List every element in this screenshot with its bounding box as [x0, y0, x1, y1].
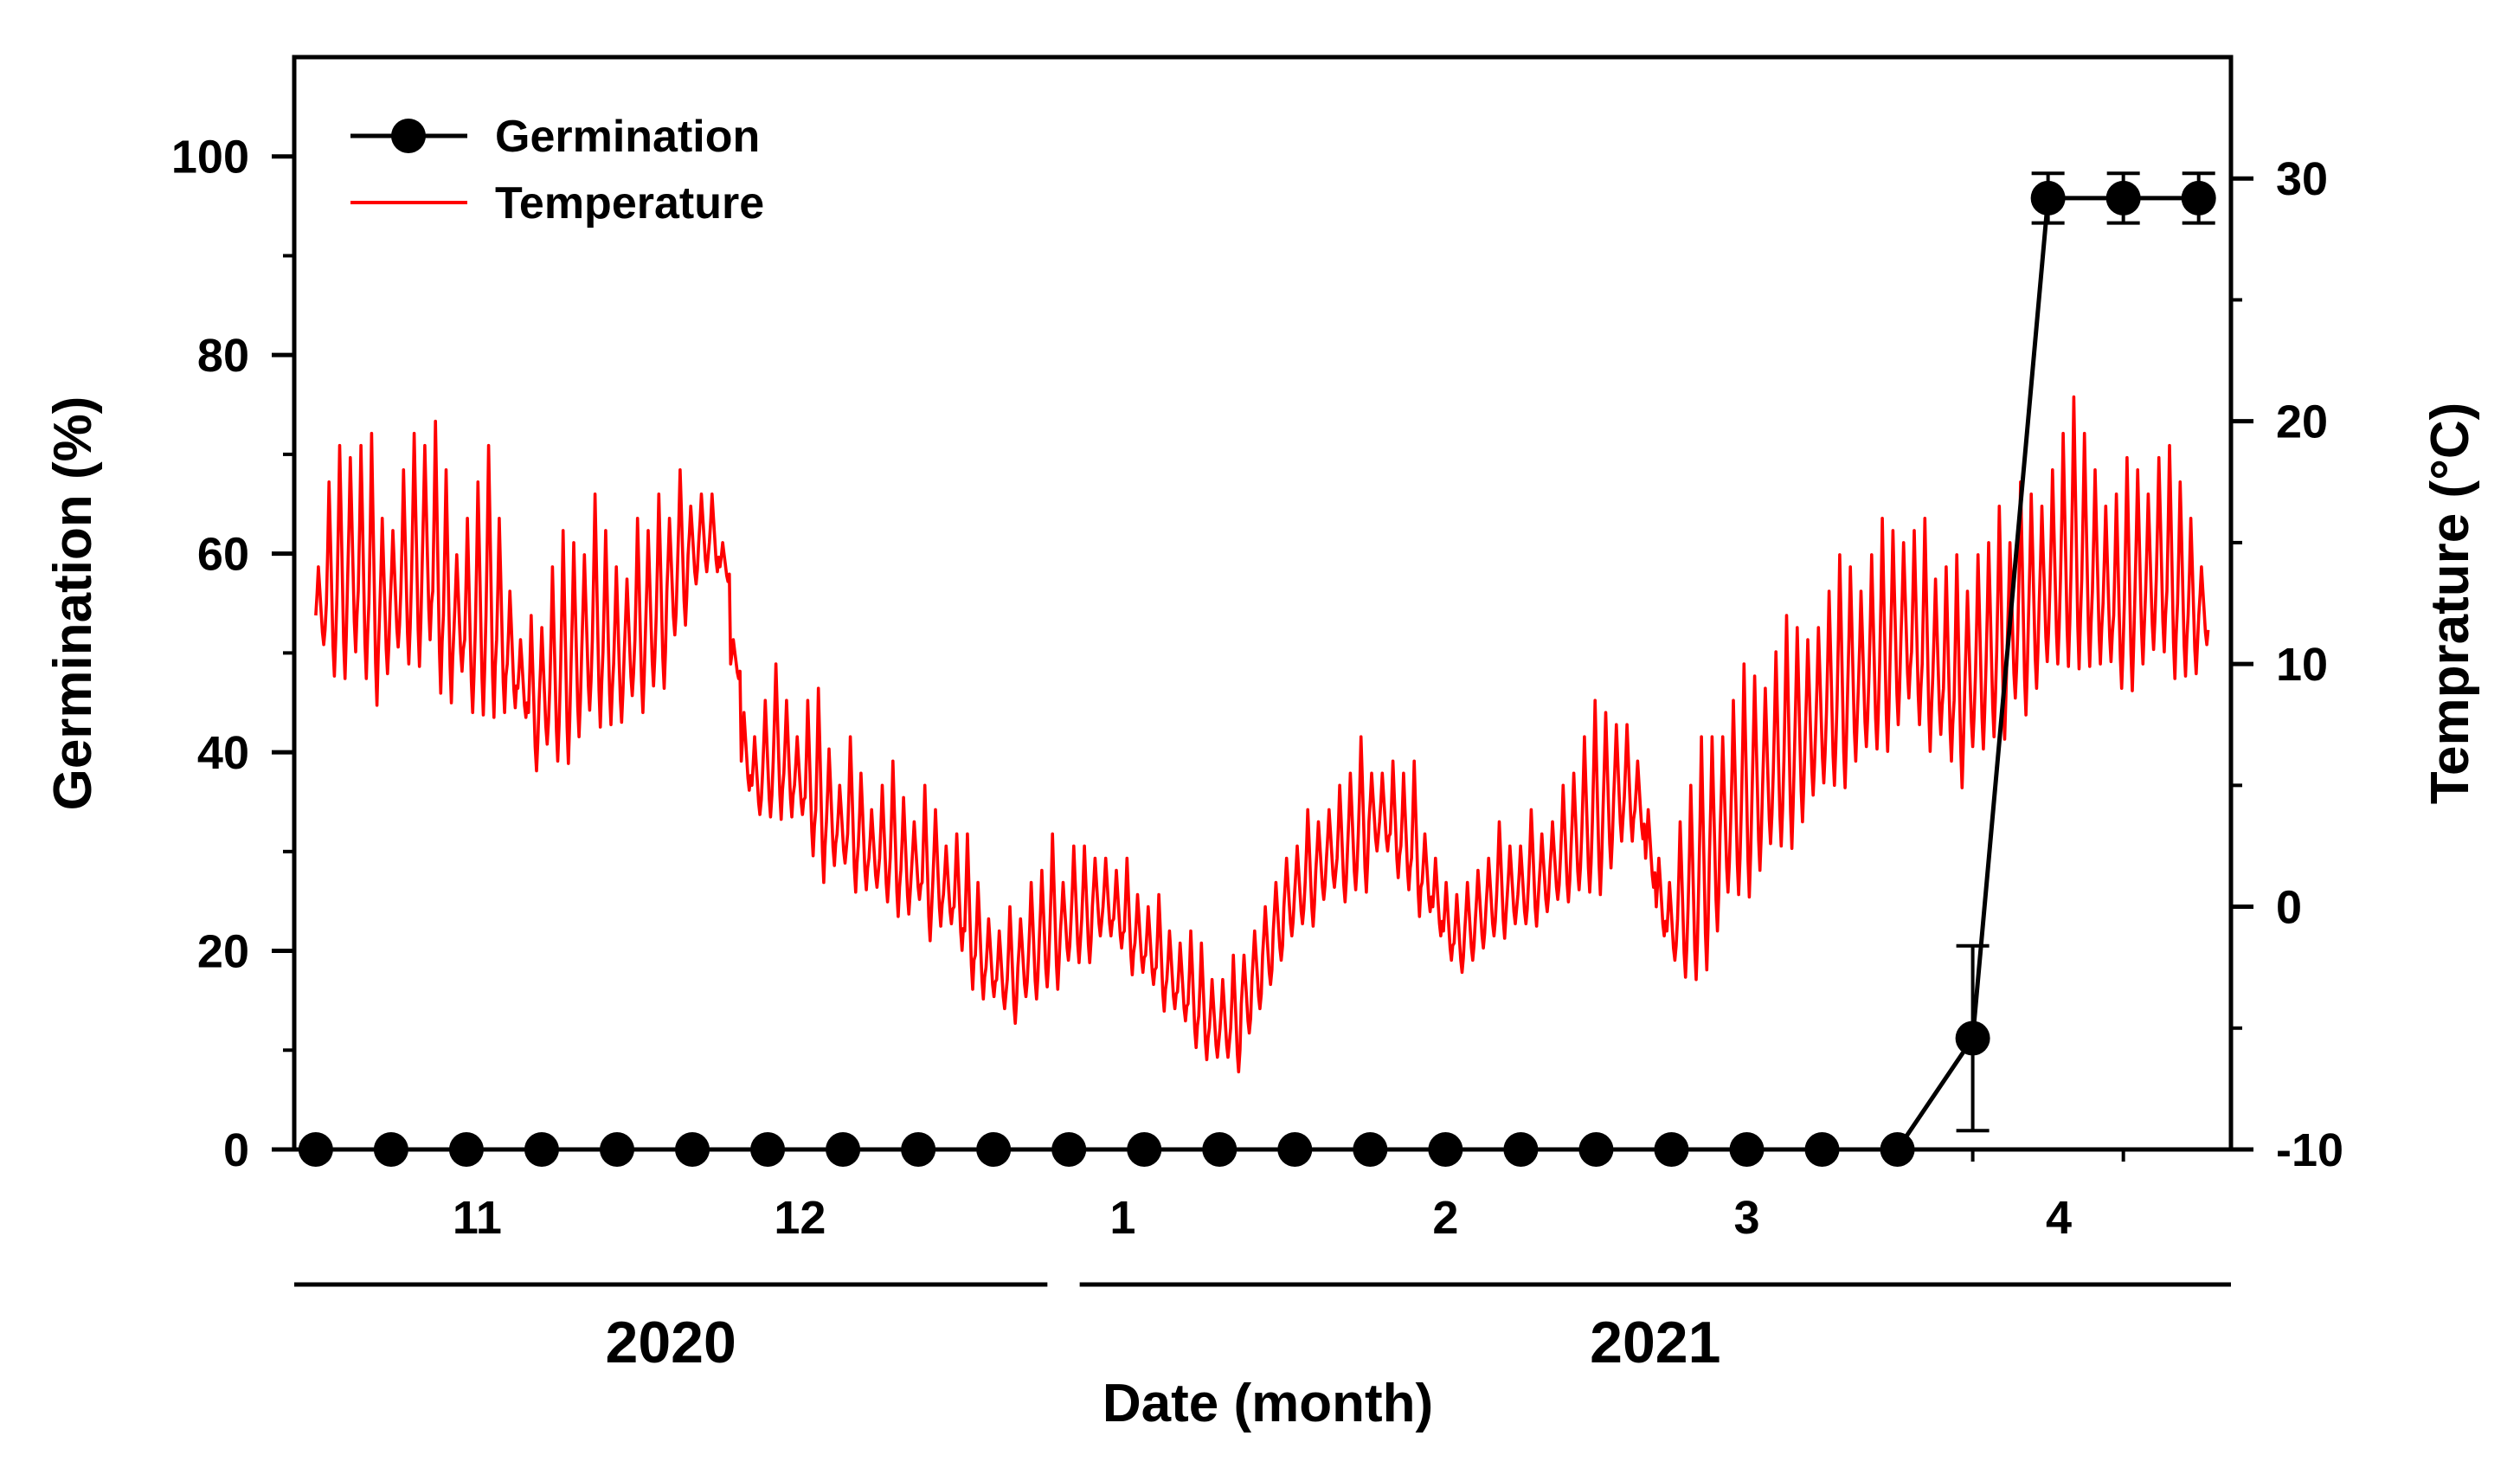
legend: Germination Temperature: [350, 112, 764, 229]
germination-point: [826, 1132, 861, 1167]
right-y-tick-label: 0: [2276, 882, 2302, 934]
left-y-axis: 0 20 40 60 80 100: [171, 132, 294, 1176]
germination-point: [2105, 180, 2141, 216]
month-label: 3: [1733, 1192, 1759, 1244]
germination-point: [976, 1132, 1012, 1167]
germination-point: [1428, 1132, 1463, 1167]
germination-point: [1955, 1021, 1990, 1056]
left-y-tick-label: 0: [223, 1124, 249, 1176]
month-label: 2: [1432, 1192, 1458, 1244]
germination-point: [2181, 180, 2216, 216]
germination-point: [675, 1132, 710, 1167]
month-label: 4: [2046, 1192, 2072, 1244]
germination-point: [1880, 1132, 1915, 1167]
left-y-axis-title: Germination (%): [43, 396, 103, 811]
germination-point: [2030, 180, 2066, 216]
left-y-tick-label: 80: [197, 330, 249, 382]
month-label: 11: [453, 1192, 502, 1244]
right-y-tick-label: -10: [2276, 1124, 2343, 1176]
germination-point: [1127, 1132, 1162, 1167]
germination-series: [298, 171, 2216, 1167]
left-y-tick-label: 60: [197, 529, 249, 581]
year-label: 2020: [606, 1310, 736, 1375]
right-y-tick-label: 20: [2276, 396, 2328, 448]
germination-point: [1277, 1132, 1313, 1167]
left-y-tick-label: 20: [197, 926, 249, 978]
germination-point: [373, 1132, 408, 1167]
right-y-axis: -10 0 10 20 30: [2231, 153, 2343, 1176]
plot-area: [292, 55, 2234, 1167]
legend-germination-marker: [391, 119, 426, 153]
legend-germination-label: Germination: [495, 112, 760, 162]
right-y-axis-title: Temprature (°C): [2420, 402, 2480, 805]
temperature-series-line: [314, 395, 2210, 1074]
right-y-tick-label: 30: [2276, 153, 2328, 205]
left-y-tick-label: 100: [171, 132, 249, 184]
year-label: 2021: [1590, 1310, 1720, 1375]
month-label: 12: [774, 1192, 826, 1244]
right-y-tick-label: 10: [2276, 639, 2328, 691]
month-label: 1: [1109, 1192, 1135, 1244]
germination-point: [524, 1132, 559, 1167]
left-y-tick-label: 40: [197, 727, 249, 779]
germination-point: [1729, 1132, 1765, 1167]
x-axis-title: Date (month): [1102, 1374, 1433, 1433]
legend-temperature-label: Temperature: [495, 178, 764, 229]
germination-point: [1578, 1132, 1614, 1167]
